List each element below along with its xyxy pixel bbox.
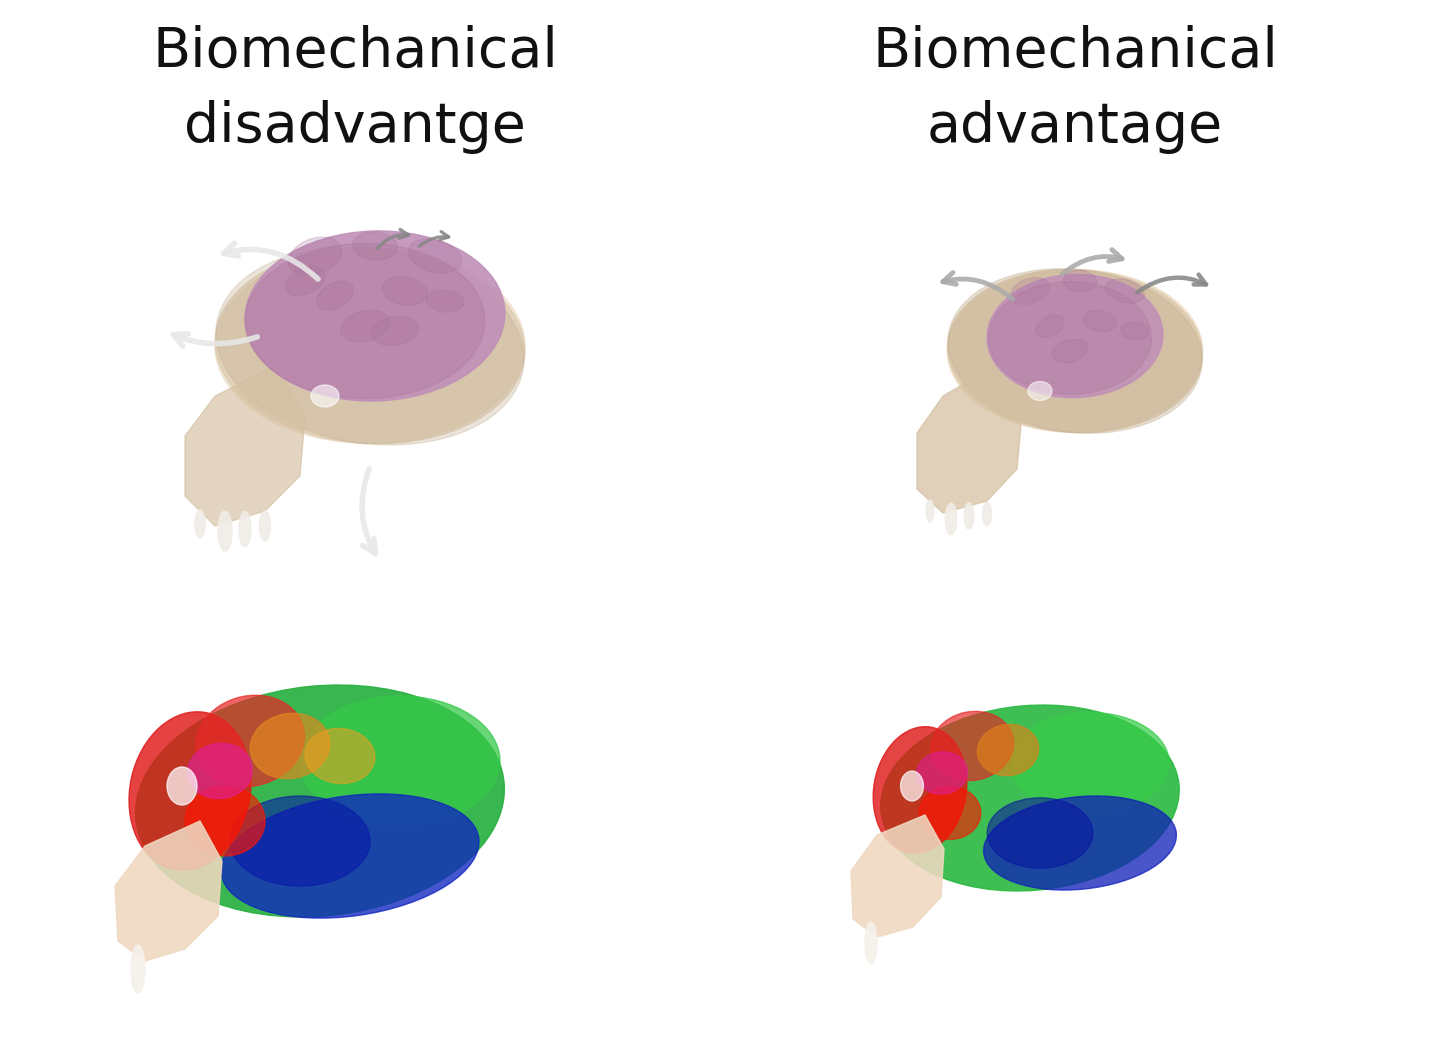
Ellipse shape — [135, 685, 504, 917]
Ellipse shape — [1106, 279, 1145, 303]
Ellipse shape — [216, 247, 524, 445]
Polygon shape — [184, 366, 305, 526]
Ellipse shape — [239, 511, 251, 546]
Ellipse shape — [965, 503, 973, 529]
Ellipse shape — [865, 922, 877, 964]
Ellipse shape — [1011, 712, 1169, 814]
Ellipse shape — [220, 794, 480, 918]
Ellipse shape — [1063, 270, 1097, 292]
Ellipse shape — [873, 727, 966, 854]
Ellipse shape — [311, 385, 338, 407]
Ellipse shape — [245, 231, 505, 401]
Ellipse shape — [245, 244, 485, 399]
Ellipse shape — [982, 502, 991, 525]
Ellipse shape — [1053, 339, 1089, 363]
Polygon shape — [851, 815, 945, 937]
Ellipse shape — [300, 696, 500, 826]
Ellipse shape — [383, 277, 428, 305]
Ellipse shape — [215, 249, 526, 444]
Ellipse shape — [167, 767, 197, 805]
Ellipse shape — [948, 270, 1202, 432]
Ellipse shape — [1035, 315, 1064, 338]
Ellipse shape — [259, 511, 271, 541]
Ellipse shape — [131, 945, 145, 993]
Ellipse shape — [251, 713, 330, 779]
Ellipse shape — [1120, 322, 1149, 340]
Ellipse shape — [187, 744, 252, 798]
Ellipse shape — [408, 238, 462, 273]
Ellipse shape — [989, 281, 1152, 394]
FancyArrowPatch shape — [361, 469, 376, 553]
Ellipse shape — [215, 248, 524, 444]
Ellipse shape — [945, 503, 956, 535]
Ellipse shape — [285, 267, 325, 296]
Ellipse shape — [926, 500, 935, 522]
Ellipse shape — [288, 237, 341, 275]
Ellipse shape — [1083, 311, 1116, 332]
Ellipse shape — [948, 270, 1202, 433]
Text: Biomechanical
disadvantge: Biomechanical disadvantge — [153, 25, 557, 154]
Polygon shape — [917, 366, 1022, 513]
Ellipse shape — [196, 696, 304, 787]
Ellipse shape — [919, 787, 981, 839]
Ellipse shape — [184, 786, 265, 856]
Ellipse shape — [372, 317, 419, 345]
Ellipse shape — [948, 269, 1202, 433]
Ellipse shape — [230, 796, 370, 886]
Polygon shape — [115, 821, 222, 961]
Ellipse shape — [1011, 277, 1050, 304]
Ellipse shape — [305, 728, 374, 783]
FancyArrowPatch shape — [1138, 274, 1207, 293]
Ellipse shape — [900, 771, 923, 801]
Ellipse shape — [986, 274, 1164, 397]
Ellipse shape — [984, 796, 1176, 890]
Ellipse shape — [353, 232, 397, 260]
FancyArrowPatch shape — [1063, 250, 1122, 274]
FancyArrowPatch shape — [377, 229, 409, 249]
FancyArrowPatch shape — [223, 244, 318, 279]
Ellipse shape — [340, 310, 389, 342]
Ellipse shape — [317, 281, 353, 311]
Ellipse shape — [916, 752, 968, 794]
Ellipse shape — [978, 725, 1038, 776]
Ellipse shape — [930, 711, 1014, 780]
FancyArrowPatch shape — [419, 231, 449, 246]
Ellipse shape — [881, 705, 1179, 891]
Ellipse shape — [988, 798, 1093, 868]
FancyArrowPatch shape — [943, 273, 1012, 299]
Ellipse shape — [130, 711, 251, 870]
Ellipse shape — [1028, 382, 1053, 401]
Text: Biomechanical
advantage: Biomechanical advantage — [873, 25, 1277, 154]
FancyArrowPatch shape — [173, 334, 258, 346]
Ellipse shape — [426, 290, 464, 312]
Ellipse shape — [194, 510, 204, 538]
Ellipse shape — [217, 511, 232, 551]
